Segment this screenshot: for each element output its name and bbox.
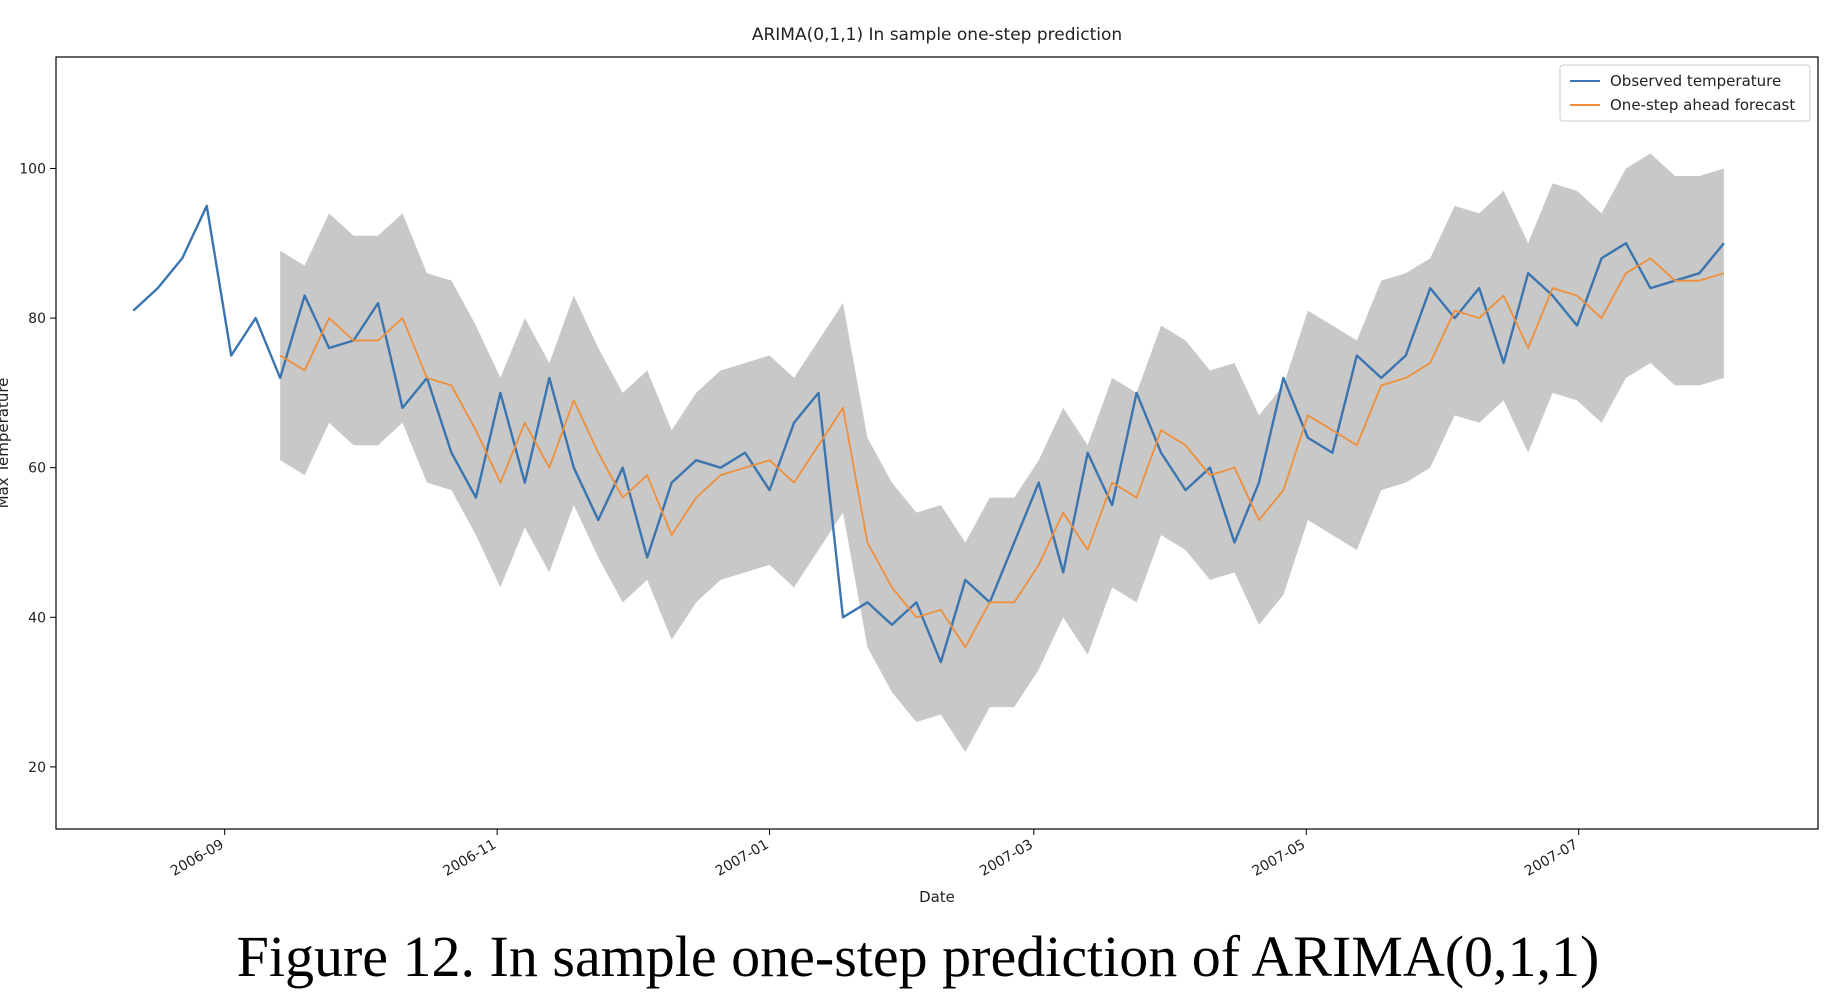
y-tick-label: 40 [28, 610, 46, 626]
plot-frame [55, 56, 1819, 830]
x-tick-label: 2007-03 [977, 837, 1036, 880]
series-line [279, 257, 1725, 649]
legend-label: One-step ahead forecast [1610, 96, 1795, 114]
y-tick-label: 100 [19, 161, 46, 177]
y-tick-label: 60 [28, 461, 46, 477]
y-axis-label: Max Temperature [0, 378, 12, 509]
legend-label: Observed temperature [1610, 72, 1781, 90]
x-tick-label: 2006-09 [168, 837, 227, 880]
chart-title: ARIMA(0,1,1) In sample one-step predicti… [752, 25, 1122, 45]
y-tick-label: 80 [28, 311, 46, 327]
x-tick-label: 2006-11 [440, 837, 499, 880]
series-line [132, 204, 1725, 664]
x-tick-label: 2007-07 [1522, 837, 1581, 880]
legend-box [1559, 64, 1811, 122]
confidence-band [280, 153, 1724, 752]
x-tick-label: 2007-05 [1250, 837, 1309, 880]
y-tick-label: 20 [28, 760, 46, 776]
x-axis-label: Date [919, 888, 955, 906]
figure-caption: Figure 12. In sample one-step prediction… [237, 924, 1600, 989]
x-tick-label: 2007-01 [713, 837, 772, 880]
